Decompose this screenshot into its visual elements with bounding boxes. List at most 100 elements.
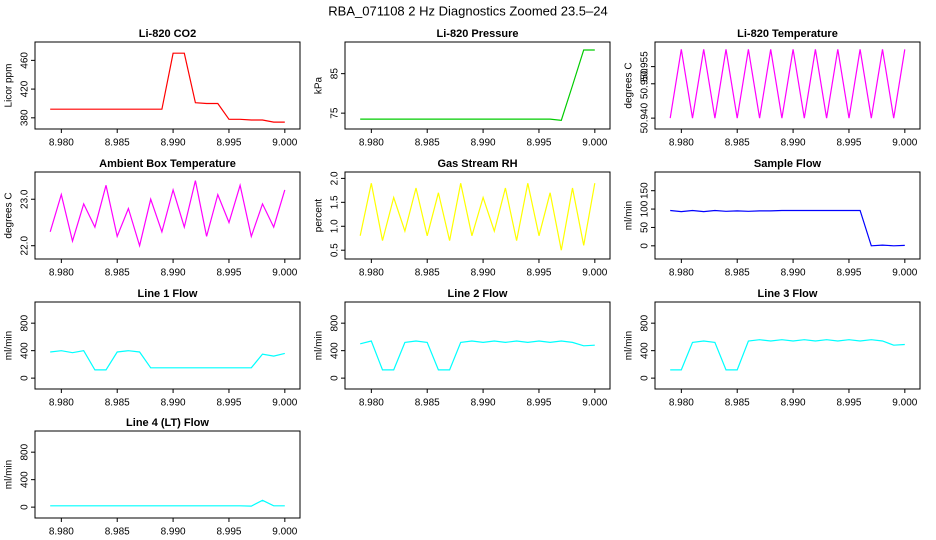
y-tick-label: 800: [330, 314, 341, 331]
x-tick-label: 8.985: [415, 138, 440, 149]
y-tick-label: 400: [20, 342, 31, 359]
data-line: [360, 49, 595, 121]
x-tick-label: 8.995: [526, 268, 551, 279]
y-tick-label: 0: [20, 375, 31, 381]
x-tick-label: 8.980: [359, 268, 384, 279]
plot-frame: [344, 171, 611, 260]
x-tick-label: 8.990: [161, 268, 186, 279]
y-tick-label: 400: [640, 342, 651, 359]
x-tick-label: 8.985: [105, 268, 130, 279]
y-tick-label: 800: [20, 443, 31, 460]
data-line: [50, 52, 285, 123]
y-axis-label: kPa: [314, 76, 325, 94]
x-tick-label: 9.000: [272, 398, 297, 409]
panel-title: Gas Stream RH: [437, 158, 517, 170]
panel-title: Line 4 (LT) Flow: [126, 417, 209, 429]
y-tick-label: 150: [640, 182, 651, 199]
plot-frame: [344, 301, 611, 390]
y-axis-label: ml/min: [4, 331, 15, 360]
y-axis-label: degrees C: [624, 62, 635, 108]
y-tick-label: 800: [20, 314, 31, 331]
y-tick-label: 0: [640, 375, 651, 381]
y-tick-label: 50.950: [640, 68, 651, 99]
x-tick-label: 8.985: [725, 138, 750, 149]
x-tick-label: 8.990: [161, 527, 186, 538]
x-tick-label: 8.980: [669, 398, 694, 409]
panel-title: Li-820 CO2: [139, 28, 196, 40]
y-tick-label: 800: [640, 314, 651, 331]
y-tick-label: 0.5: [330, 243, 341, 257]
data-line: [50, 350, 285, 371]
y-tick-label: 420: [20, 80, 31, 97]
x-tick-label: 8.985: [725, 398, 750, 409]
x-tick-label: 9.000: [582, 138, 607, 149]
x-tick-label: 8.990: [471, 138, 496, 149]
x-tick-label: 8.980: [49, 398, 74, 409]
panel-title: Li-820 Temperature: [737, 28, 838, 40]
y-tick-label: 1.0: [330, 219, 341, 233]
y-tick-label: 50.955: [640, 51, 651, 82]
x-tick-label: 9.000: [272, 138, 297, 149]
panel-title: Sample Flow: [754, 158, 822, 170]
y-tick-label: 50.940: [640, 102, 651, 133]
data-line: [669, 49, 906, 119]
y-tick-label: 85: [330, 68, 341, 80]
plot-frame: [654, 301, 921, 390]
y-axis-label: ml/min: [624, 201, 635, 230]
x-tick-label: 9.000: [582, 398, 607, 409]
x-tick-label: 8.980: [49, 527, 74, 538]
y-tick-label: 1.5: [330, 195, 341, 209]
y-tick-label: 2.0: [330, 171, 341, 185]
data-line: [360, 340, 595, 371]
data-line: [670, 339, 905, 371]
x-tick-label: 8.990: [471, 398, 496, 409]
plot-frame: [34, 430, 301, 519]
plot-frame: [34, 41, 301, 130]
x-tick-label: 8.990: [781, 398, 806, 409]
plot-frame: [344, 41, 611, 130]
x-tick-label: 8.985: [105, 527, 130, 538]
x-tick-label: 8.990: [781, 268, 806, 279]
x-tick-label: 9.000: [582, 268, 607, 279]
plot-frame: [654, 171, 921, 260]
y-tick-label: 75: [330, 107, 341, 119]
plot-frame: [34, 301, 301, 390]
y-tick-label: 0: [640, 243, 651, 249]
x-tick-label: 8.985: [105, 138, 130, 149]
x-tick-label: 8.995: [216, 138, 241, 149]
y-tick-label: 380: [20, 109, 31, 126]
data-line: [359, 183, 596, 251]
x-tick-label: 8.995: [526, 138, 551, 149]
panel-title: Line 3 Flow: [758, 288, 818, 300]
x-tick-label: 8.980: [669, 268, 694, 279]
x-tick-label: 8.995: [836, 398, 861, 409]
x-tick-label: 8.990: [471, 268, 496, 279]
figure-title: RBA_071108 2 Hz Diagnostics Zoomed 23.5–…: [328, 3, 607, 18]
y-tick-label: 0: [330, 375, 341, 381]
x-tick-label: 9.000: [892, 268, 917, 279]
x-tick-label: 8.985: [415, 398, 440, 409]
y-tick-label: 400: [330, 342, 341, 359]
data-line: [50, 499, 285, 507]
panel-title: Line 2 Flow: [448, 288, 508, 300]
y-axis-label: percent: [314, 199, 325, 233]
y-axis-label: degrees C: [4, 192, 15, 238]
panel-title: Ambient Box Temperature: [99, 158, 236, 170]
plot-frame: [654, 41, 921, 130]
x-tick-label: 8.990: [161, 138, 186, 149]
x-tick-label: 8.990: [781, 138, 806, 149]
y-tick-label: 0: [20, 504, 31, 510]
y-tick-label: 400: [20, 471, 31, 488]
plot-frame: [34, 171, 301, 260]
y-tick-label: 100: [640, 200, 651, 217]
panel-title: Line 1 Flow: [138, 288, 198, 300]
y-axis-label: ml/min: [4, 460, 15, 489]
x-tick-label: 8.990: [161, 398, 186, 409]
x-tick-label: 8.995: [216, 398, 241, 409]
x-tick-label: 8.985: [725, 268, 750, 279]
data-line: [49, 180, 286, 249]
y-tick-label: 22.0: [20, 236, 31, 256]
y-axis-label: Licor ppm: [4, 64, 15, 108]
x-tick-label: 8.985: [105, 398, 130, 409]
